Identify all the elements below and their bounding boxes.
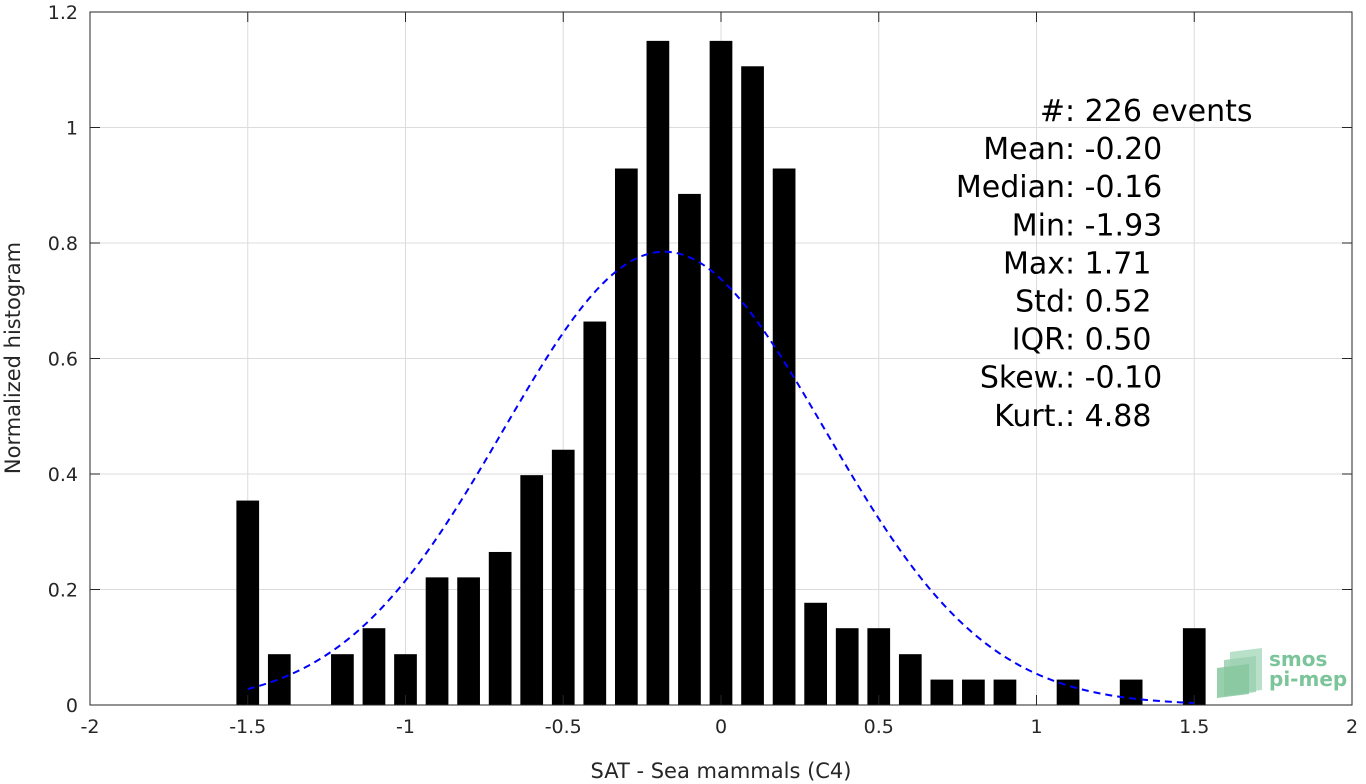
- logo-line1: smos: [1269, 647, 1327, 671]
- histogram-bar: [457, 577, 480, 705]
- stat-label: IQR: [1012, 323, 1065, 358]
- stat-value: : 0.50: [1065, 323, 1151, 358]
- x-tick-label: 2: [1346, 716, 1358, 738]
- x-tick-label: 0: [715, 716, 727, 738]
- histogram-bar: [804, 602, 828, 705]
- y-tick-labels: 0 0.2 0.4 0.6 0.8 1 1.2: [48, 2, 78, 717]
- histogram-bar: [394, 654, 417, 705]
- histogram-bar: [1119, 679, 1143, 705]
- histogram-bar: [867, 628, 891, 705]
- stat-value: : 4.88: [1065, 399, 1151, 434]
- stat-label: Max: [1003, 246, 1065, 281]
- histogram-bar: [551, 449, 575, 705]
- y-tick-label: 0.2: [48, 580, 78, 602]
- histogram-bar: [678, 193, 701, 705]
- histogram-bar: [1056, 679, 1080, 705]
- x-tick-label: -1.5: [229, 716, 266, 738]
- stat-label: Kurt.: [994, 399, 1065, 434]
- stat-value: : -1.93: [1065, 208, 1162, 243]
- histogram-bar: [709, 40, 733, 705]
- y-axis-label: Normalized histogram: [1, 242, 25, 474]
- stat-value: : 226 events: [1065, 94, 1253, 129]
- y-tick-label: 0.6: [48, 349, 78, 371]
- axes-frame: [89, 11, 1353, 706]
- stat-label: Median: [956, 170, 1065, 205]
- gaussian-fit-curve: [247, 250, 1195, 704]
- histogram-bar: [741, 66, 764, 705]
- stat-value: : -0.10: [1065, 361, 1162, 396]
- stat-label: Skew.: [980, 361, 1065, 396]
- histogram-bar: [488, 551, 512, 705]
- y-tick-label: 0: [66, 695, 78, 717]
- stat-label: #: [1040, 94, 1065, 129]
- histogram-bar: [646, 40, 670, 705]
- x-tick-label: 1.5: [1179, 716, 1209, 738]
- smos-pi-mep-logo: smos pi-mep: [1217, 647, 1347, 698]
- y-tick-label: 1: [66, 118, 78, 140]
- histogram-bar: [583, 321, 607, 705]
- y-tick-label: 0.4: [48, 464, 78, 486]
- histogram-bar: [236, 500, 260, 705]
- stat-label: Mean: [983, 132, 1065, 167]
- histogram-bar: [331, 654, 354, 705]
- y-tick-label: 1.2: [48, 2, 78, 24]
- histogram-bars: [236, 40, 1206, 705]
- histogram-bar: [520, 475, 544, 705]
- stat-value: : 1.71: [1065, 246, 1151, 281]
- x-tick-label: 1: [1030, 716, 1042, 738]
- histogram-bar: [962, 679, 985, 705]
- logo-line2: pi-mep: [1269, 667, 1347, 691]
- y-tick-label: 0.8: [48, 233, 78, 255]
- histogram-bar: [835, 628, 859, 705]
- stat-label: Min: [1012, 208, 1065, 243]
- histogram-bar: [614, 168, 638, 705]
- histogram-bar: [930, 679, 954, 705]
- histogram-bar: [362, 628, 386, 705]
- logo-waves-icon: [1217, 648, 1262, 698]
- x-tick-label: 0.5: [864, 716, 894, 738]
- x-tick-label: -2: [81, 716, 100, 738]
- stat-value: : 0.52: [1065, 285, 1151, 320]
- stat-label: Std: [1015, 285, 1065, 320]
- histogram-bar: [898, 654, 922, 705]
- x-tick-labels: -2 -1.5 -1 -0.5 0 0.5 1 1.5 2: [81, 716, 1359, 738]
- histogram-bar: [267, 654, 291, 705]
- histogram-bar: [425, 577, 449, 705]
- x-tick-label: -1: [396, 716, 415, 738]
- x-tick-label: -0.5: [545, 716, 582, 738]
- stat-value: : -0.20: [1065, 132, 1162, 167]
- histogram-bar: [993, 679, 1017, 705]
- histogram-bar: [772, 168, 796, 705]
- x-axis-label: SAT - Sea mammals (C4): [591, 759, 852, 783]
- stat-value: : -0.16: [1065, 170, 1162, 205]
- histogram-bar: [1182, 628, 1206, 705]
